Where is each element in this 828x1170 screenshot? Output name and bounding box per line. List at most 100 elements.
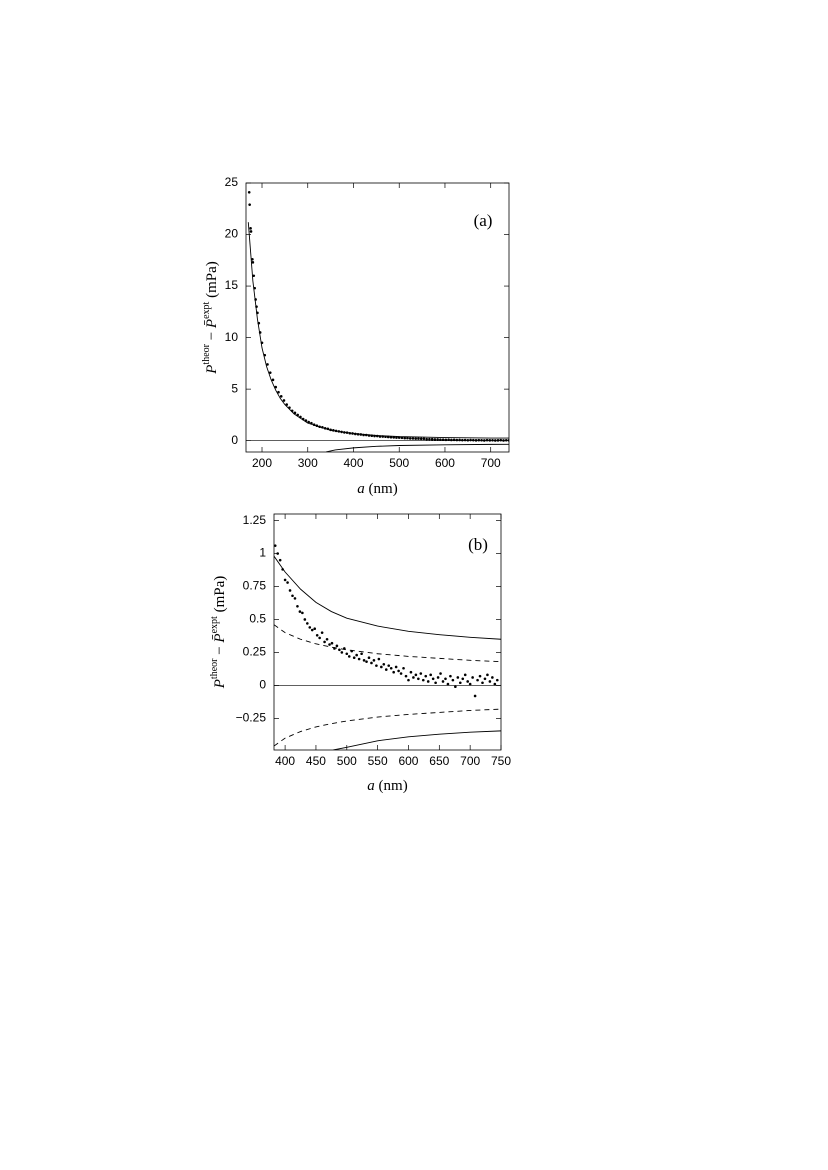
data-point: [293, 597, 297, 600]
data-point: [370, 434, 374, 438]
x-axis-label: a (nm): [357, 481, 397, 497]
data-point: [444, 438, 448, 442]
data-point: [299, 415, 302, 419]
data-point: [350, 649, 354, 653]
curve: [274, 708, 501, 747]
data-point: [252, 274, 256, 278]
x-label-part: a: [357, 481, 365, 497]
data-point: [362, 659, 366, 662]
data-point: [345, 431, 349, 434]
data-point: [253, 286, 256, 290]
data-point: [456, 676, 460, 679]
panel-label: (b): [468, 535, 488, 554]
data-point: [362, 433, 365, 437]
data-point: [406, 436, 409, 440]
data-point: [495, 678, 499, 682]
data-point: [422, 437, 426, 441]
data-point: [288, 406, 291, 409]
data-point: [458, 681, 462, 685]
curve: [274, 555, 501, 640]
data-point: [447, 438, 450, 441]
data-point: [276, 552, 280, 555]
x-tick-label: 700: [481, 456, 501, 470]
data-point: [249, 230, 253, 233]
data-point: [274, 385, 278, 389]
data-point: [360, 652, 363, 656]
data-point: [279, 395, 283, 398]
data-point: [452, 438, 456, 442]
data-point: [293, 411, 297, 415]
x-tick-label: 650: [429, 754, 449, 768]
data-point: [473, 694, 477, 698]
y-tick-label: 1: [259, 546, 266, 560]
data-point: [249, 227, 252, 230]
data-point: [461, 438, 464, 442]
data-point: [409, 670, 413, 674]
data-point: [469, 438, 472, 442]
data-point: [477, 438, 481, 442]
data-point: [493, 682, 497, 686]
curve: [274, 624, 501, 663]
y-axis-label: Ptheor − P̄expt (mPa): [209, 576, 228, 690]
data-point: [392, 670, 395, 674]
x-tick-label: 400: [275, 754, 295, 768]
data-point: [285, 403, 289, 406]
data-point: [333, 647, 336, 650]
panel-label: (a): [474, 211, 493, 230]
data-point: [411, 437, 415, 440]
data-point: [345, 652, 349, 656]
data-point: [301, 611, 304, 615]
data-point: [357, 657, 361, 661]
data-point: [258, 331, 262, 334]
data-point: [377, 657, 381, 661]
data-point: [466, 438, 470, 442]
data-point: [370, 661, 373, 665]
curve: [333, 730, 501, 750]
x-label-part: a: [367, 778, 375, 794]
data-point: [454, 685, 457, 689]
x-tick-label: 500: [389, 456, 409, 470]
data-point: [483, 677, 487, 681]
x-tick-label: 750: [491, 754, 511, 768]
data-point: [466, 680, 469, 683]
data-point: [352, 656, 356, 660]
data-point: [364, 433, 368, 437]
curve: [247, 222, 509, 439]
data-point: [283, 578, 287, 582]
data-point: [306, 622, 309, 625]
data-point: [507, 439, 509, 442]
data-point: [428, 437, 431, 441]
x-label-part: (nm): [365, 481, 398, 497]
y-tick-label: 10: [225, 330, 239, 344]
data-point: [367, 434, 371, 437]
data-point: [338, 648, 341, 652]
y-label-part: P̄: [204, 319, 220, 329]
data-point: [254, 298, 257, 301]
plot-frame: [245, 182, 510, 453]
y-axis-label: Ptheor − P̄expt (mPa): [201, 261, 220, 375]
data-point: [325, 637, 329, 641]
data-point: [313, 627, 317, 631]
data-point: [491, 438, 494, 442]
data-point: [461, 677, 465, 681]
data-point: [458, 438, 461, 442]
data-point: [417, 437, 420, 440]
data-point: [260, 341, 264, 345]
data-point: [395, 436, 398, 439]
data-point: [248, 203, 251, 206]
data-point: [441, 438, 445, 441]
data-point: [381, 435, 385, 438]
data-point: [256, 311, 259, 315]
data-point: [356, 432, 360, 436]
data-point: [444, 677, 447, 681]
data-point: [476, 678, 479, 682]
data-point: [365, 660, 368, 663]
data-point: [491, 676, 494, 679]
y-label-part: expt: [201, 301, 212, 318]
data-point: [441, 680, 445, 683]
data-point: [308, 626, 312, 629]
data-point: [384, 435, 387, 439]
data-point: [277, 390, 280, 394]
data-point: [451, 678, 455, 682]
